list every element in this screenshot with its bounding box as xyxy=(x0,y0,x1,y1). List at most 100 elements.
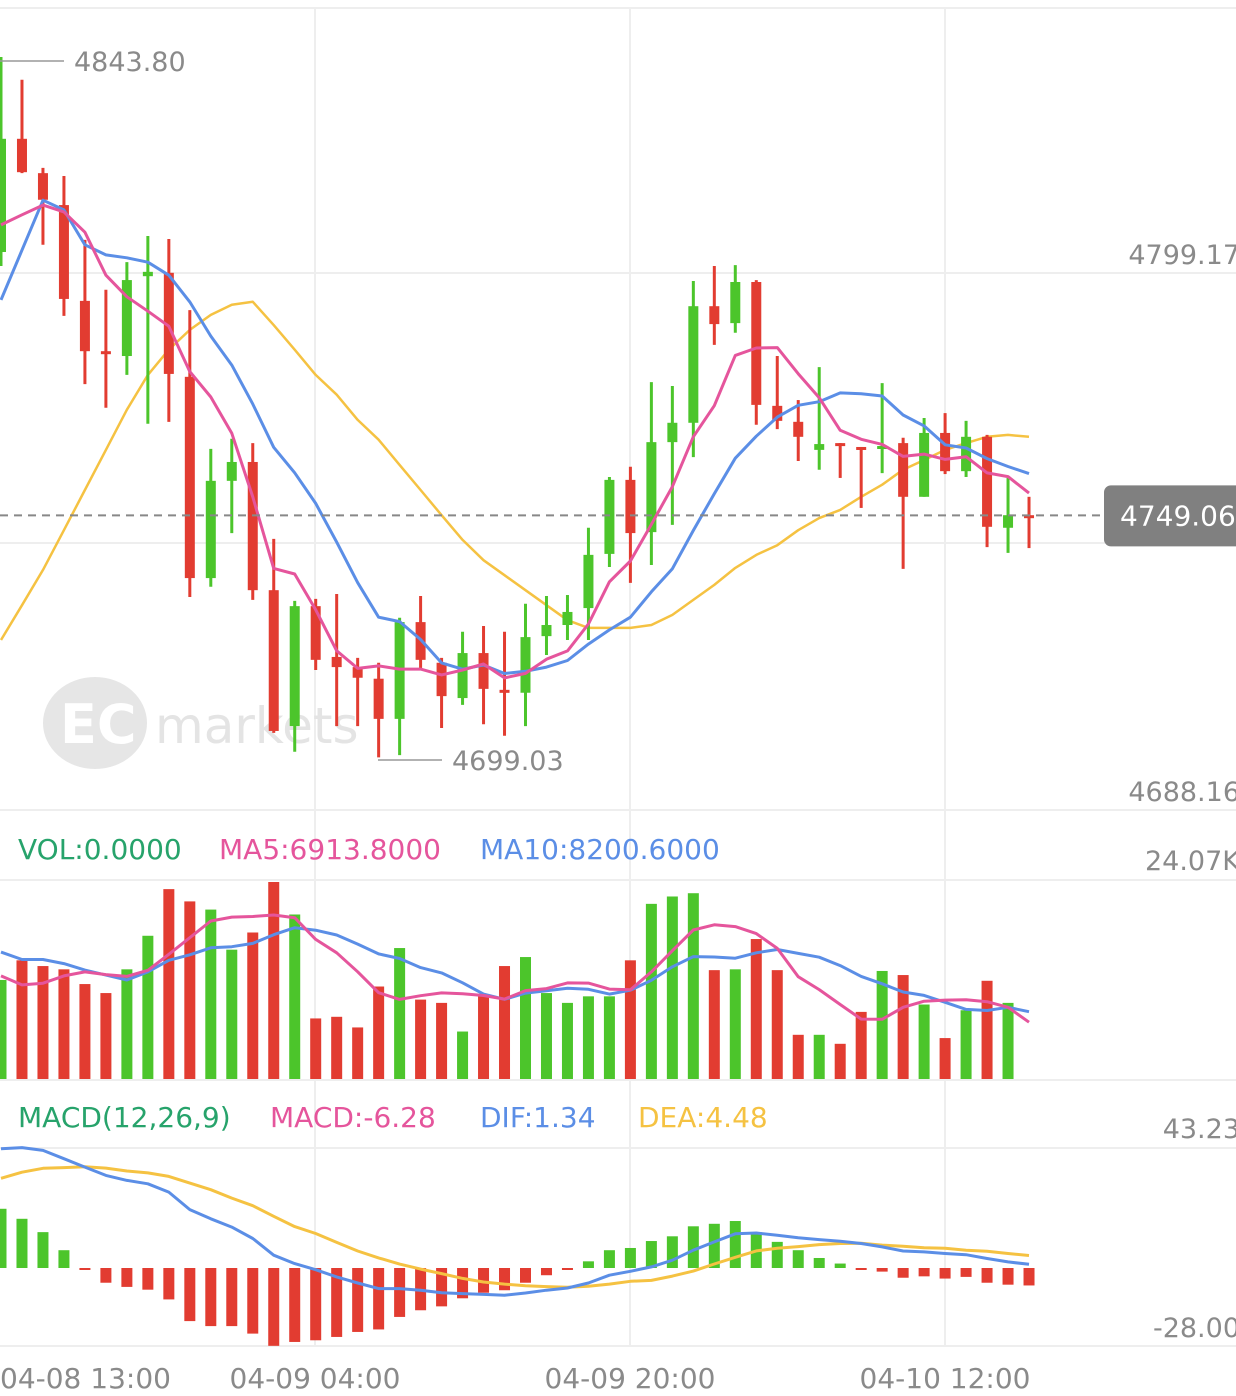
candle-up xyxy=(541,625,552,637)
macd-bar-negative xyxy=(918,1268,930,1277)
macd-bar-positive xyxy=(729,1221,741,1268)
volume-bar xyxy=(1002,1002,1014,1079)
candle-up xyxy=(961,436,972,472)
macd-bar-negative xyxy=(373,1268,385,1330)
candle-up xyxy=(919,432,930,497)
candle-up xyxy=(457,653,468,699)
x-tick-label: 04-09 04:00 xyxy=(230,1362,401,1395)
macd-bar-positive xyxy=(0,1208,7,1268)
candle-down xyxy=(184,376,195,579)
candle-down xyxy=(163,272,174,374)
volume-bar xyxy=(268,882,280,1079)
candle-down xyxy=(436,662,447,697)
volume-bar xyxy=(897,975,909,1079)
volume-bar xyxy=(310,1018,322,1079)
macd-bar-negative xyxy=(939,1268,951,1279)
candle-up xyxy=(604,479,615,554)
volume-bar xyxy=(603,996,615,1079)
candle-down xyxy=(373,678,384,719)
macd-axis-label-bottom: -28.00 xyxy=(1153,1313,1236,1344)
macd-bar-positive xyxy=(708,1223,720,1268)
last-price-badge: 4749.06 xyxy=(1104,485,1236,547)
macd-bar-negative xyxy=(1023,1268,1035,1286)
candle-up xyxy=(520,637,531,693)
ma-lines xyxy=(0,198,1030,680)
macd-bar-negative xyxy=(457,1268,469,1299)
candle-up xyxy=(0,138,6,253)
volume-bar xyxy=(352,1027,364,1079)
macd-bar-negative xyxy=(520,1268,531,1283)
macd-bar-negative xyxy=(184,1268,196,1322)
svg-text:markets: markets xyxy=(155,697,359,755)
volume-bar xyxy=(247,932,259,1079)
candle-down xyxy=(499,689,510,693)
dea-line xyxy=(0,1165,1030,1289)
volume-bar xyxy=(226,949,238,1079)
volume-bar xyxy=(331,1016,343,1079)
candle-down xyxy=(37,173,48,200)
macd-bar-negative xyxy=(226,1268,238,1327)
candle-down xyxy=(835,443,846,447)
ma30-line xyxy=(0,300,1030,641)
volume-bar xyxy=(876,970,888,1079)
macd-bar-positive xyxy=(37,1232,49,1268)
volume-bar xyxy=(960,1010,972,1079)
volume-bar xyxy=(394,948,406,1079)
volume-bars xyxy=(0,882,1014,1079)
macd-bar-negative xyxy=(289,1268,301,1342)
volume-bar xyxy=(687,893,699,1079)
candle-down xyxy=(898,443,909,497)
macd-bar-positive xyxy=(687,1226,699,1268)
volume-bar xyxy=(666,896,678,1079)
watermark-logo: EC markets xyxy=(43,677,359,769)
volume-bar xyxy=(121,969,133,1079)
candle-up xyxy=(667,422,678,443)
candle-down xyxy=(247,461,258,591)
macd-bar-negative xyxy=(268,1268,280,1346)
candle-up xyxy=(289,606,300,727)
macd-bar-positive xyxy=(813,1257,825,1268)
volume-bar xyxy=(792,1034,804,1079)
macd-bar-positive xyxy=(792,1250,804,1268)
candle-up xyxy=(646,442,657,533)
volume-bar xyxy=(645,903,657,1079)
macd-bar-positive xyxy=(603,1250,615,1268)
dea-legend: DEA:4.48 xyxy=(638,1101,768,1134)
max-price-label: 4843.80 xyxy=(74,47,186,78)
x-tick-label: 04-10 12:00 xyxy=(860,1362,1031,1395)
x-tick-label: 04-09 20:00 xyxy=(545,1362,716,1395)
macd-bar-negative xyxy=(478,1268,490,1293)
macd-value-legend: MACD:-6.28 xyxy=(270,1101,436,1134)
volume-bar xyxy=(58,969,70,1079)
volume-bar xyxy=(478,995,490,1079)
candle-down xyxy=(331,656,342,668)
x-tick-label: 04-08 13:00 xyxy=(0,1362,171,1395)
svg-text:EC: EC xyxy=(60,693,137,756)
volume-bar xyxy=(373,986,385,1079)
macd-bar-negative xyxy=(142,1268,154,1290)
vol-ma10-legend: MA10:8200.6000 xyxy=(480,833,720,866)
candle-down xyxy=(16,138,27,173)
macd-bar-negative xyxy=(205,1268,217,1327)
volume-bar xyxy=(184,901,196,1079)
volume-bar xyxy=(582,996,594,1079)
candle-down xyxy=(268,590,279,731)
macd-bar-positive xyxy=(16,1218,28,1268)
volume-bar xyxy=(540,993,552,1079)
volume-bar xyxy=(918,1004,930,1079)
candle-down xyxy=(352,667,363,678)
candle-up xyxy=(121,280,132,357)
candle-up xyxy=(688,306,699,423)
candle-up xyxy=(226,461,237,481)
price-axis-label-top: 4799.17 xyxy=(1128,240,1236,271)
candle-up xyxy=(142,271,153,277)
volume-bar xyxy=(624,960,636,1079)
macd-bar-negative xyxy=(981,1268,993,1283)
last-price-label: 4749.06 xyxy=(1120,499,1236,532)
volume-bar xyxy=(457,1031,469,1079)
candle-up xyxy=(1003,515,1014,528)
volume-bar xyxy=(855,1011,867,1079)
macd-bar-negative xyxy=(247,1268,259,1334)
candle-down xyxy=(982,436,993,527)
